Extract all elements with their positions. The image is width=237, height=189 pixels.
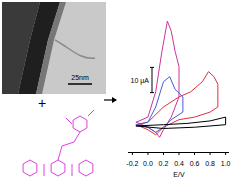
- svg-text:0.4: 0.4: [174, 160, 184, 167]
- svg-text:1.0: 1.0: [221, 160, 231, 167]
- svg-text:0.6: 0.6: [190, 160, 200, 167]
- svg-text:E/V: E/V: [173, 171, 185, 178]
- svg-text:0.8: 0.8: [205, 160, 215, 167]
- svg-text:0.0: 0.0: [143, 160, 153, 167]
- svg-text:0.2: 0.2: [159, 160, 169, 167]
- svg-text:+: +: [38, 95, 46, 111]
- svg-text:25nm: 25nm: [71, 74, 89, 81]
- svg-text:-0.2: -0.2: [126, 160, 138, 167]
- svg-text:10 μA: 10 μA: [131, 77, 150, 85]
